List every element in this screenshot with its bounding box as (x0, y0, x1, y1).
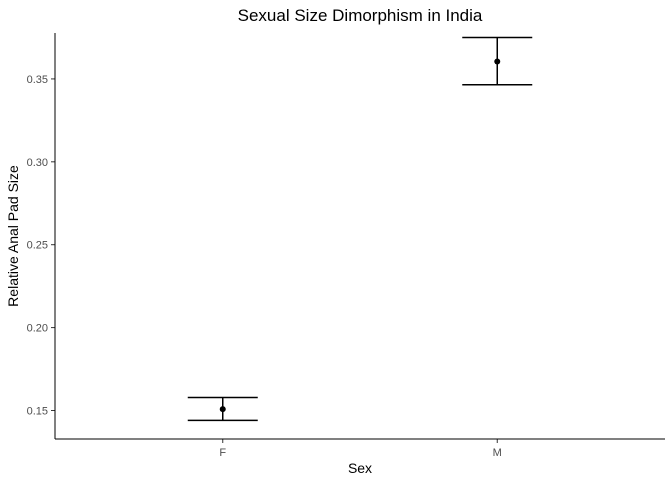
y-tick-label: 0.15 (27, 405, 48, 417)
y-tick-label: 0.30 (27, 157, 48, 169)
y-tick-label: 0.25 (27, 240, 48, 252)
y-axis-ticks: 0.15 0.20 0.25 0.30 0.35 (27, 74, 55, 417)
y-tick-label: 0.20 (27, 323, 48, 335)
x-tick-label: M (493, 447, 502, 459)
data-point-M (494, 58, 501, 65)
data-marks (187, 36, 533, 422)
data-point-F (219, 406, 226, 413)
y-tick-label: 0.35 (27, 74, 48, 86)
x-tick-label: F (219, 447, 226, 459)
y-axis-label: Relative Anal Pad Size (5, 165, 21, 307)
chart-title: Sexual Size Dimorphism in India (238, 6, 483, 25)
x-axis-label: Sex (348, 460, 372, 476)
